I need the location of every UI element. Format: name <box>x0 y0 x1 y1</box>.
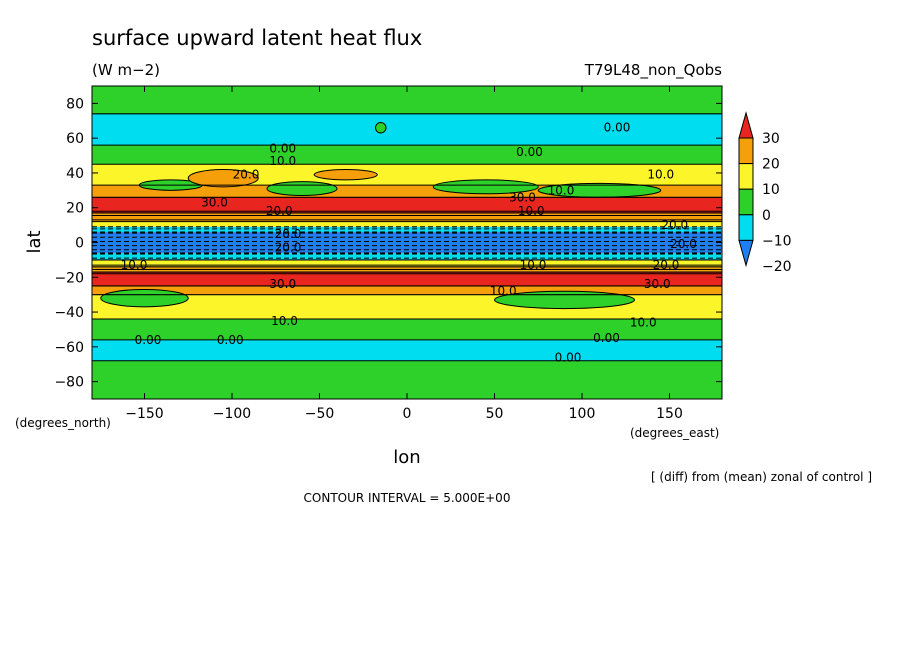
x-axis: −150 −100 −50 0 50 100 150 <box>125 86 683 422</box>
y-unit-label: (degrees_north) <box>15 416 111 430</box>
contour-label-9: 10.0 <box>518 204 545 218</box>
contour-label-2: 0.00 <box>269 142 296 156</box>
x-axis-label: lon <box>393 447 420 468</box>
x-tick-label: −100 <box>213 406 251 422</box>
contour-label-25: 0.00 <box>593 331 620 345</box>
contour-label-11: 20.0 <box>275 227 302 241</box>
contour-label-3: 10.0 <box>269 154 296 168</box>
run-label: T79L48_non_Qobs <box>584 61 722 80</box>
y-tick-label: −60 <box>54 340 84 356</box>
y-tick-label: 60 <box>66 131 84 147</box>
lat-band-13 <box>92 272 722 286</box>
colorbar-label: −10 <box>762 233 792 249</box>
colorbar-label: −20 <box>762 259 792 275</box>
x-tick-label: 150 <box>656 406 683 422</box>
contour-patch-6 <box>100 288 189 308</box>
contour-patch-3 <box>313 168 378 181</box>
colorbar-segment <box>738 214 754 241</box>
y-tick-label: −80 <box>54 375 84 391</box>
lat-band-8 <box>92 226 722 233</box>
y-tick-label: 0 <box>75 236 84 252</box>
lat-band-10 <box>92 252 722 260</box>
lat-band-16 <box>92 319 722 340</box>
lat-band-11 <box>92 259 722 267</box>
contour-label-8: 30.0 <box>509 190 536 204</box>
contour-patch-2 <box>266 181 338 197</box>
lat-band-17 <box>92 339 722 361</box>
lat-band-7 <box>92 221 722 227</box>
contour-interval: CONTOUR INTERVAL = 5.000E+00 <box>304 491 511 505</box>
contour-label-1: 0.00 <box>516 145 543 159</box>
contour-label-5: 10.0 <box>647 168 674 182</box>
contour-patch-7 <box>494 290 635 310</box>
contour-patch-1 <box>187 168 259 188</box>
colorbar-segment <box>738 188 754 216</box>
diff-note: [ (diff) from (mean) zonal of control ] <box>651 470 872 484</box>
contour-patch-8 <box>375 122 387 134</box>
colorbar-segment <box>738 163 754 190</box>
lat-band-2 <box>92 145 722 165</box>
contour-label-22: 10.0 <box>630 315 657 329</box>
x-unit-label: (degrees_east) <box>630 426 719 440</box>
y-tick-label: 40 <box>66 166 84 182</box>
contour-label-26: 0.00 <box>555 350 582 364</box>
x-tick-label: 0 <box>403 406 412 422</box>
y-axis-label: lat <box>24 230 45 253</box>
colorbar-segment <box>738 137 754 165</box>
contour-label-21: 10.0 <box>271 314 298 328</box>
colorbar-label: 30 <box>762 131 780 147</box>
contour-label-12: 20.0 <box>275 241 302 255</box>
contour-label-17: 20.0 <box>653 258 680 272</box>
contour-label-23: 0.00 <box>135 333 162 347</box>
y-tick-label: 80 <box>66 96 84 112</box>
lat-band-1 <box>92 113 722 146</box>
contour-label-0: 0.00 <box>604 121 631 135</box>
contour-label-13: 20.0 <box>661 218 688 232</box>
lat-band-6 <box>92 212 722 222</box>
contour-label-19: 30.0 <box>644 277 671 291</box>
contour-patch-4 <box>432 179 539 195</box>
y-axis: 80 60 40 20 0 −20 −40 −60 −80 <box>54 96 722 391</box>
y-tick-label: −40 <box>54 305 84 321</box>
contour-label-24: 0.00 <box>217 333 244 347</box>
colorbar: 30 20 10 0 −10 −20 <box>738 111 792 275</box>
colorbar-label: 20 <box>762 157 780 173</box>
chart-title: surface upward latent heat flux <box>92 26 422 50</box>
colorbar-bottom-arrow <box>738 239 754 268</box>
x-tick-label: 50 <box>486 406 504 422</box>
contour-label-4: 20.0 <box>233 168 260 182</box>
contour-label-7: 30.0 <box>201 196 228 210</box>
x-tick-label: −50 <box>305 406 335 422</box>
x-tick-label: 100 <box>569 406 596 422</box>
lat-band-5 <box>92 197 722 213</box>
y-tick-label: −20 <box>54 270 84 286</box>
x-tick-label: −150 <box>125 406 163 422</box>
y-tick-label: 20 <box>66 201 84 217</box>
contour-label-15: 10.0 <box>121 258 148 272</box>
colorbar-label: 10 <box>762 182 780 198</box>
lat-band-18 <box>92 360 722 399</box>
contour-label-14: 20.0 <box>670 237 697 251</box>
contour-label-18: 30.0 <box>269 277 296 291</box>
chart-units: (W m−2) <box>92 61 160 79</box>
contour-label-10: 20.0 <box>266 204 293 218</box>
lat-band-14 <box>92 285 722 295</box>
contour-label-16: 10.0 <box>520 258 547 272</box>
contour-label-6: 10.0 <box>548 183 575 197</box>
contour-label-20: 10.0 <box>490 284 517 298</box>
colorbar-top-arrow <box>738 111 754 139</box>
colorbar-label: 0 <box>762 208 771 224</box>
